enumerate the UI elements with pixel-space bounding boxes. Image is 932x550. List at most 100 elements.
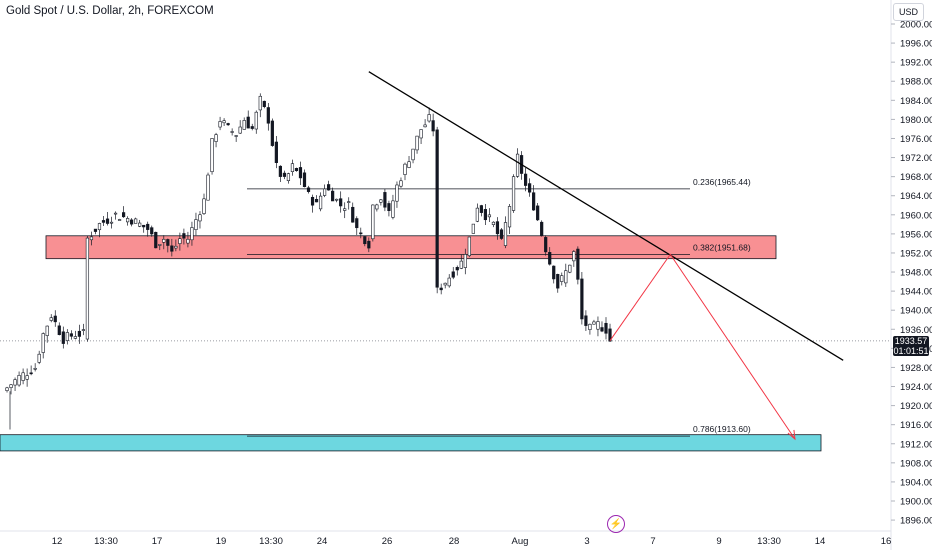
candle-body <box>367 240 371 249</box>
price-tick-label: 1900.00 <box>900 497 932 508</box>
candle-body <box>475 207 479 222</box>
candle-body <box>97 223 102 231</box>
lightning-icon[interactable]: ⚡ <box>607 515 625 533</box>
time-tick-label: 7 <box>650 536 655 547</box>
candle-body <box>540 221 544 236</box>
candle-body <box>122 212 126 218</box>
time-tick-label: 13:30 <box>757 536 781 547</box>
price-tick-label: 2000.00 <box>900 20 932 31</box>
price-tick-label: 1980.00 <box>900 115 932 126</box>
candle-body <box>310 196 315 206</box>
candle-body <box>21 372 25 381</box>
candle-body <box>81 329 85 331</box>
candle-body <box>65 332 69 341</box>
candle-body <box>532 192 536 211</box>
candle-body <box>258 95 262 111</box>
candle-body <box>423 124 427 128</box>
candle-body <box>29 372 33 375</box>
candle-body <box>548 252 552 265</box>
candle-body <box>234 135 238 137</box>
price-tick-label: 1940.00 <box>900 306 932 317</box>
candle-body <box>306 187 311 192</box>
candle-body <box>604 322 608 334</box>
candle-body <box>33 367 37 370</box>
candle-body <box>262 100 266 107</box>
candle-body <box>9 384 13 388</box>
candle-body <box>134 218 138 224</box>
candle-body <box>491 221 496 225</box>
candle-body <box>166 239 170 246</box>
time-tick-label: 3 <box>584 536 589 547</box>
candle-body <box>439 287 443 291</box>
price-tick-label: 1976.00 <box>900 134 932 145</box>
candle-body <box>483 209 488 221</box>
price-tick-label: 1908.00 <box>900 458 932 469</box>
price-tick-label: 1936.00 <box>900 325 932 336</box>
price-tick-label: 1920.00 <box>900 401 932 412</box>
candle-body <box>552 265 556 280</box>
candle-body <box>576 248 580 280</box>
candle-body <box>387 203 391 211</box>
candle-body <box>194 219 198 230</box>
candle-body <box>266 107 270 124</box>
candle-body <box>270 120 274 146</box>
candle-body <box>61 331 65 344</box>
fib-level-label: 0.236(1965.44) <box>693 177 751 187</box>
currency-button[interactable]: USD <box>893 3 924 21</box>
candle-body <box>126 218 130 223</box>
candle-body <box>314 198 319 203</box>
candle-body <box>395 184 399 202</box>
candle-body <box>150 227 154 235</box>
candle-body <box>238 126 242 134</box>
price-tick-label: 1996.00 <box>900 39 932 50</box>
candle-body <box>178 238 182 244</box>
candle-body <box>560 275 564 282</box>
candle-body <box>572 251 576 262</box>
candle-body <box>214 134 218 142</box>
candle-body <box>142 224 146 228</box>
candle-body <box>146 223 150 230</box>
candle-body <box>335 198 339 201</box>
candle-body <box>37 353 41 363</box>
time-axis: 12 13:30 17 19 13:30 24 26 28 Aug 3 7 9 13:30 14 16 <box>52 536 892 547</box>
candles-layer <box>5 93 612 430</box>
projection-path <box>609 253 796 440</box>
candle-body <box>507 206 512 228</box>
time-tick-label: 17 <box>152 536 163 547</box>
candle-body <box>318 195 323 210</box>
time-tick-label: 16 <box>881 536 892 547</box>
candle-body <box>282 172 287 177</box>
candle-body <box>600 327 604 332</box>
bar-countdown: 01:01:51 <box>893 346 929 356</box>
candle-body <box>101 220 106 223</box>
candle-body <box>343 208 347 211</box>
candle-body <box>53 315 57 323</box>
candle-body <box>556 274 560 289</box>
candle-body <box>375 204 379 210</box>
candle-body <box>186 238 190 244</box>
candle-body <box>467 236 471 257</box>
candle-body <box>459 260 463 269</box>
candle-body <box>443 282 447 286</box>
price-tick-label: 1916.00 <box>900 420 932 431</box>
candle-body <box>138 222 142 227</box>
time-tick-label: 19 <box>216 536 227 547</box>
candle-body <box>294 168 299 172</box>
price-tick-label: 1964.00 <box>900 191 932 202</box>
time-tick-label: 28 <box>449 536 460 547</box>
projection-arrowhead <box>787 429 796 441</box>
candle-body <box>331 190 335 202</box>
price-tick-label: 1912.00 <box>900 439 932 450</box>
candle-body <box>487 214 492 218</box>
candle-body <box>584 315 588 326</box>
candle-body <box>339 198 343 207</box>
price-tick-label: 1952.00 <box>900 248 932 259</box>
candle-body <box>515 153 520 177</box>
candle-body <box>596 321 600 330</box>
candle-body <box>580 278 584 320</box>
price-tick-label: 1992.00 <box>900 58 932 69</box>
candle-body <box>523 173 528 186</box>
candle-body <box>242 120 246 130</box>
candle-body <box>391 200 395 218</box>
